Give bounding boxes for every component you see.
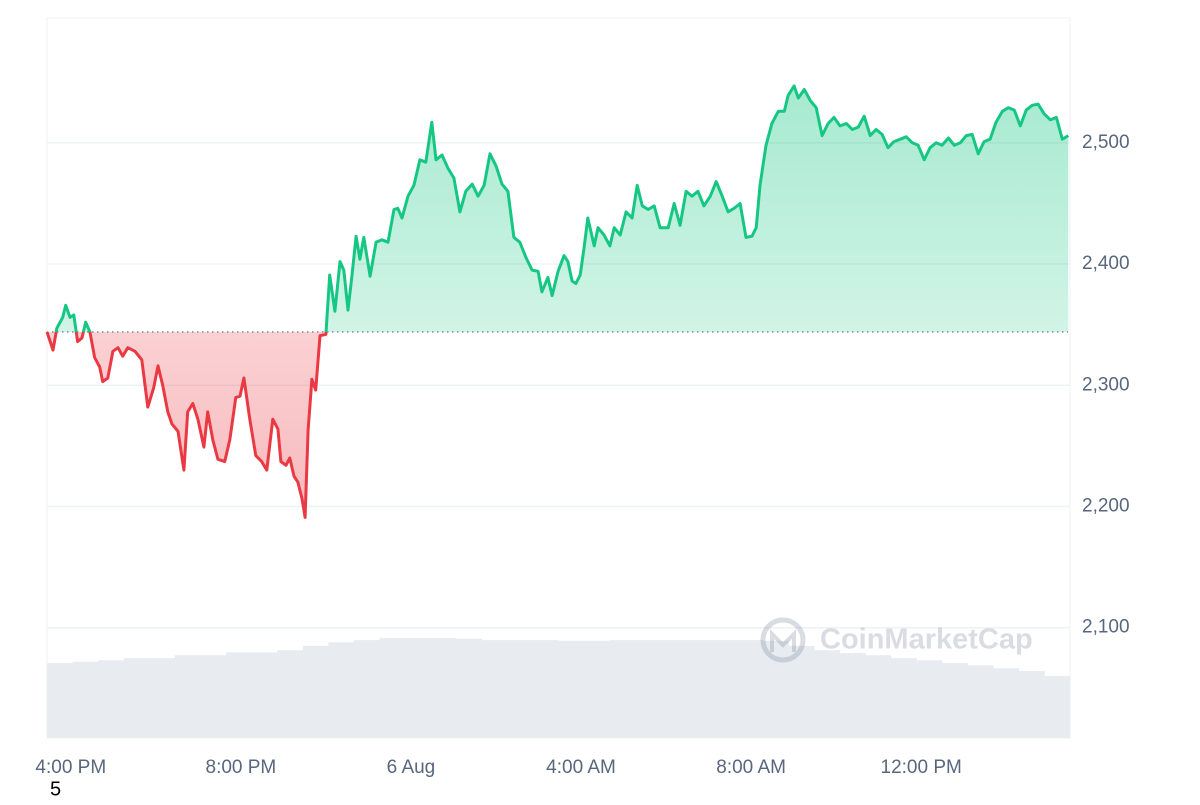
volume-bar	[277, 650, 304, 738]
volume-bar	[98, 660, 125, 738]
volume-bar	[149, 658, 176, 738]
watermark-text: CoinMarketCap	[820, 624, 1033, 656]
volume-bar	[123, 658, 150, 738]
x-tick-label: 4:00 AM	[546, 757, 616, 778]
volume-bar	[200, 655, 227, 738]
volume-bar	[686, 640, 713, 738]
volume-bar	[814, 650, 841, 738]
y-tick-label: 2,400	[1082, 253, 1130, 274]
volume-bar	[635, 640, 662, 738]
volume-bar	[942, 663, 968, 738]
x-tick-label: 8:00 PM	[206, 757, 277, 778]
volume-bar	[405, 637, 431, 738]
volume-bar	[507, 640, 534, 738]
volume-bar	[967, 665, 994, 738]
volume-bar	[328, 642, 355, 738]
volume-bar	[532, 640, 559, 738]
volume-bar	[609, 640, 636, 738]
volume-bar	[788, 645, 815, 738]
watermark-logo	[760, 617, 806, 663]
volume-bar	[226, 652, 252, 738]
volume-bar	[839, 653, 866, 738]
watermark-logo	[770, 629, 796, 652]
volume-bar	[47, 663, 73, 738]
volume-bar	[660, 640, 687, 738]
volume-bar	[302, 645, 329, 738]
x-tick-label: 12:00 PM	[881, 757, 962, 778]
volume-bar	[711, 640, 738, 738]
volume-bar	[584, 640, 610, 738]
volume-bar	[1018, 671, 1045, 738]
x-tick-label: 6 Aug	[387, 757, 436, 778]
watermark: CoinMarketCap	[760, 617, 1033, 663]
volume-bar	[1044, 676, 1071, 738]
x-tick-label: 4:00 PM	[35, 757, 106, 778]
volume-bar	[430, 637, 457, 738]
volume-bar	[890, 658, 917, 738]
volume-bar	[251, 652, 278, 738]
price-line-up	[46, 84, 1070, 332]
plot	[45, 17, 1071, 739]
volume-bar	[993, 668, 1020, 738]
volume-bar	[916, 660, 943, 738]
y-tick-label: 2,100	[1082, 617, 1130, 638]
x-tick-label: 8:00 AM	[716, 757, 786, 778]
volume-bar	[865, 655, 892, 738]
volume-bar	[737, 640, 764, 738]
area-up	[47, 85, 1069, 332]
y-tick-label: 2,300	[1082, 374, 1130, 395]
price-line-down	[45, 331, 328, 519]
volume-bar	[481, 640, 508, 738]
volume-bar	[456, 638, 483, 738]
y-tick-label: 2,500	[1082, 132, 1130, 153]
volume-bar	[353, 640, 380, 738]
volume-bar	[174, 655, 201, 738]
volume-bar	[763, 640, 789, 738]
corner-label: 5	[50, 778, 61, 800]
volume-bar	[72, 661, 99, 738]
volume-bar	[558, 640, 585, 738]
y-tick-label: 2,200	[1082, 496, 1130, 517]
volume-bar	[379, 637, 406, 738]
